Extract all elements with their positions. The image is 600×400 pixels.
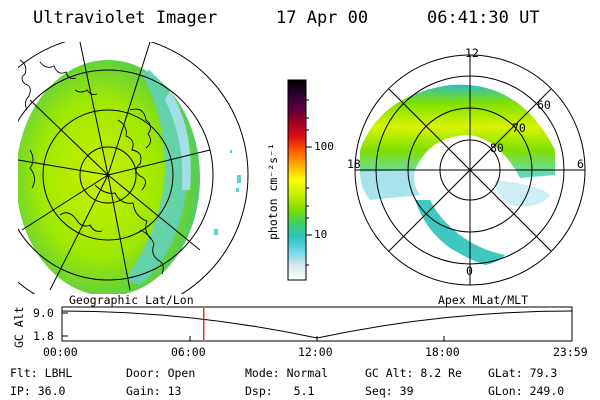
colorbar — [287, 79, 307, 281]
altitude-ytick-9: 9.0 — [33, 306, 54, 320]
mlt-label-6: 6 — [577, 157, 584, 171]
right-panel-caption: Apex MLat/MLT — [438, 293, 529, 307]
altitude-yticks — [62, 312, 68, 337]
apex-image — [360, 84, 555, 265]
flt-field: Flt: LBHL — [10, 366, 73, 380]
gc-alt-field: GC Alt: 8.2 Re — [365, 366, 462, 380]
mlat-label-70: 70 — [512, 121, 526, 135]
app-title: Ultraviolet Imager — [33, 8, 218, 28]
noise-speckles — [214, 150, 241, 235]
mlat-label-80: 80 — [490, 141, 504, 155]
altitude-ylabel: GC Alt — [12, 306, 26, 348]
altitude-xtick-1800: 18:00 — [425, 345, 460, 359]
ip-field: IP: 36.0 — [10, 384, 66, 398]
dsp-field: Dsp: 5.1 — [245, 384, 315, 398]
colorbar-tick-10: 10 — [314, 228, 328, 241]
time-label: 06:41:30 UT — [427, 8, 540, 28]
mlt-label-18: 18 — [347, 157, 361, 171]
altitude-ytick-1-8: 1.8 — [33, 329, 54, 343]
mlt-label-12: 12 — [465, 46, 479, 60]
auroral-oval — [360, 84, 555, 178]
altitude-curve — [61, 310, 573, 339]
mlat-label-60: 60 — [537, 98, 551, 112]
altitude-xtick-0000: 00:00 — [43, 345, 78, 359]
polar-grid — [354, 54, 586, 286]
seq-field: Seq: 39 — [365, 384, 414, 398]
dayside-emission — [125, 70, 189, 285]
date-label: 17 Apr 00 — [276, 8, 369, 28]
geographic-image — [18, 42, 249, 294]
mode-field: Mode: Normal — [245, 366, 329, 380]
altitude-xtick-2359: 23:59 — [553, 345, 588, 359]
altitude-xtick-1200: 12:00 — [298, 345, 333, 359]
gain-field: Gain: 13 — [126, 384, 182, 398]
auroral-arc — [415, 200, 505, 265]
altitude-xtick-0600: 06:00 — [171, 345, 206, 359]
altitude-plot-frame — [61, 306, 573, 342]
colorbar-tick-100: 100 — [314, 140, 334, 153]
glat-field: GLat: 79.3 — [488, 366, 558, 380]
left-panel-caption: Geographic Lat/Lon — [69, 293, 194, 307]
glon-field: GLon: 249.0 — [488, 384, 565, 398]
mlt-label-0: 0 — [466, 264, 473, 278]
door-field: Door: Open — [126, 366, 196, 380]
colorbar-ticks — [306, 99, 312, 266]
colorbar-label: photon cm⁻²s⁻¹ — [266, 143, 280, 240]
